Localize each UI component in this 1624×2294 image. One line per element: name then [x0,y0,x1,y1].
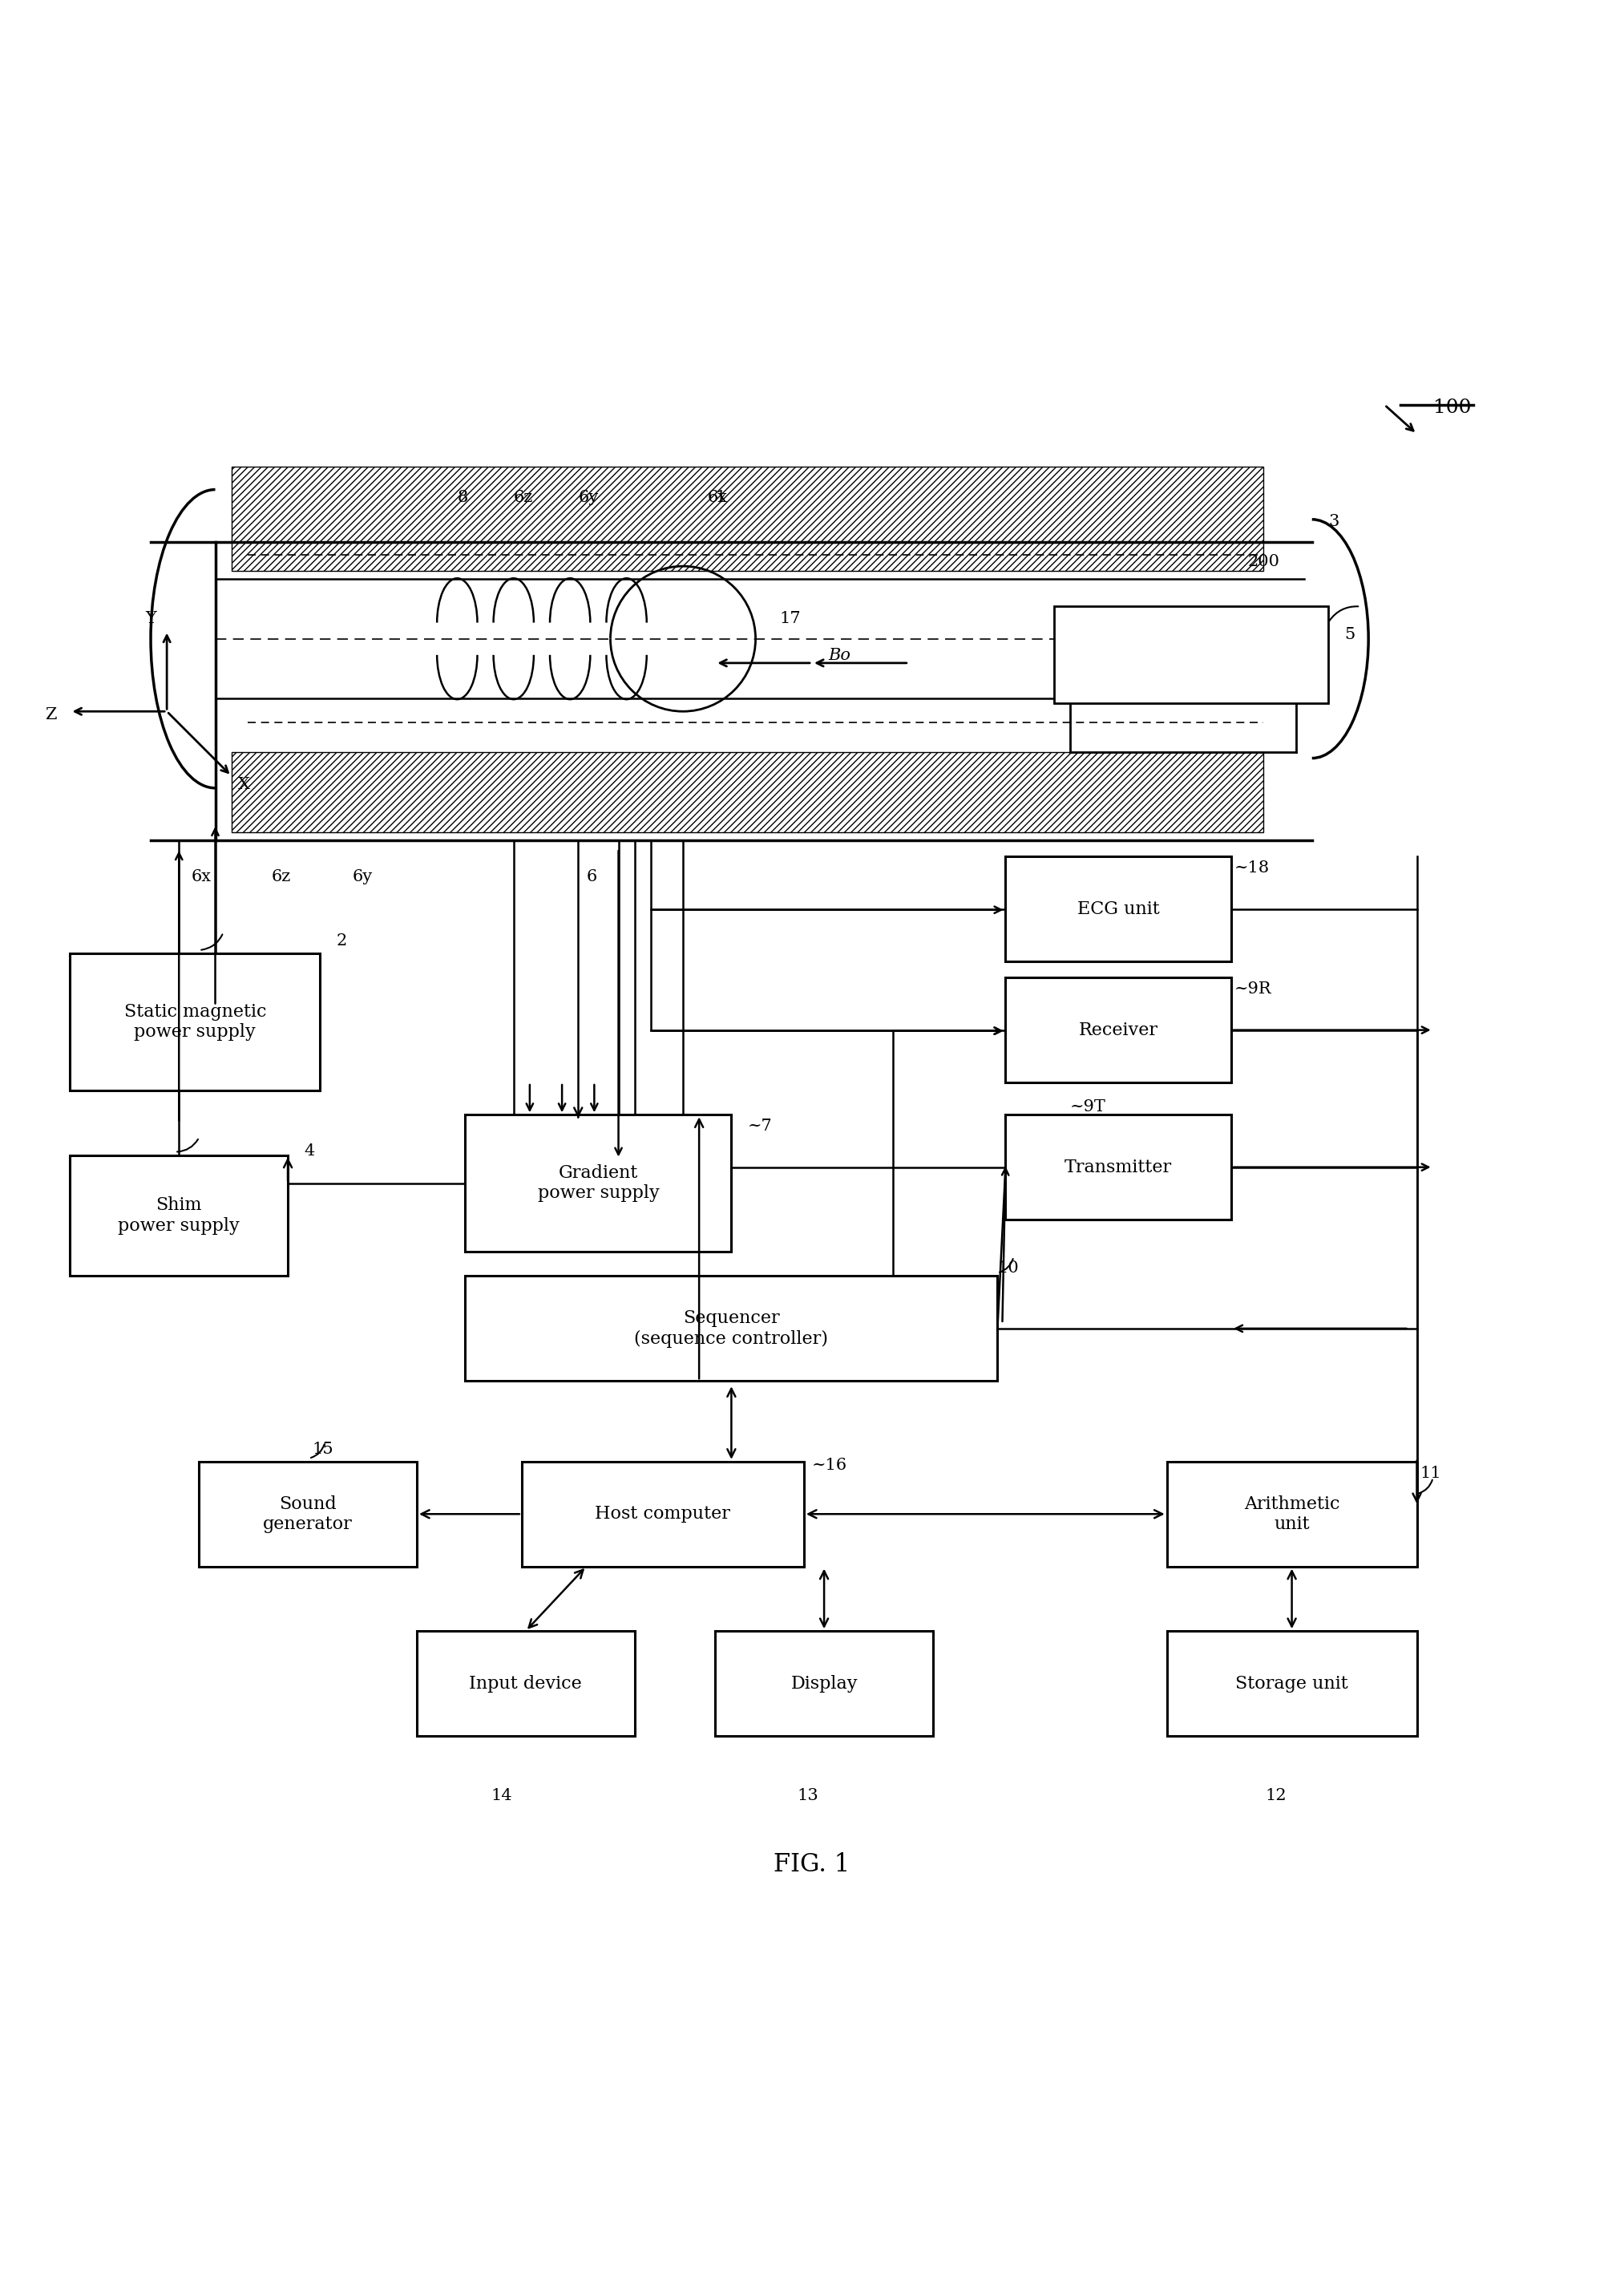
FancyBboxPatch shape [715,1631,932,1737]
Text: 100: 100 [1432,399,1471,418]
FancyBboxPatch shape [464,1115,731,1253]
Text: Y: Y [145,610,156,626]
FancyBboxPatch shape [464,1275,997,1381]
FancyBboxPatch shape [417,1631,635,1737]
Text: 6y: 6y [352,869,372,883]
Text: X: X [239,778,250,791]
Text: Z: Z [45,707,57,723]
FancyBboxPatch shape [1005,977,1231,1083]
Text: Gradient
power supply: Gradient power supply [538,1165,659,1202]
Text: Sequencer
(sequence controller): Sequencer (sequence controller) [635,1310,828,1347]
Text: ~9T: ~9T [1070,1099,1106,1115]
Text: 8: 8 [458,489,468,505]
FancyBboxPatch shape [1166,1631,1416,1737]
Text: Host computer: Host computer [594,1505,731,1523]
Text: Shim
power supply: Shim power supply [119,1197,240,1234]
Text: 14: 14 [490,1789,512,1803]
Text: Display: Display [791,1675,857,1693]
Bar [231,752,1263,833]
Text: 6z: 6z [271,869,291,883]
Text: 12: 12 [1265,1789,1286,1803]
Text: 4: 4 [304,1142,315,1158]
Text: Storage unit: Storage unit [1236,1675,1348,1693]
Text: Bo: Bo [828,647,851,663]
Text: Sound
generator: Sound generator [263,1496,352,1532]
FancyBboxPatch shape [200,1461,417,1567]
Text: Arithmetic
unit: Arithmetic unit [1244,1496,1340,1532]
Text: Static magnetic
power supply: Static magnetic power supply [123,1002,266,1041]
FancyBboxPatch shape [70,954,320,1090]
Text: FIG. 1: FIG. 1 [773,1854,851,1876]
Text: 15: 15 [312,1441,333,1457]
Text: 6x: 6x [192,869,211,883]
Bar [1054,606,1328,704]
FancyBboxPatch shape [1166,1461,1416,1567]
Text: 1: 1 [715,489,726,505]
Text: ~18: ~18 [1234,860,1270,876]
Text: 6x: 6x [706,489,728,505]
Text: Receiver: Receiver [1078,1021,1158,1039]
Text: 17: 17 [780,610,801,626]
Text: Input device: Input device [469,1675,581,1693]
Text: 200: 200 [1247,555,1280,569]
Text: 10: 10 [997,1262,1018,1275]
Text: 2: 2 [336,934,348,947]
FancyBboxPatch shape [70,1156,287,1275]
Text: ~7: ~7 [747,1119,771,1133]
FancyBboxPatch shape [1005,856,1231,961]
Text: 6y: 6y [578,489,598,505]
Text: 11: 11 [1419,1466,1442,1482]
Text: 6: 6 [586,869,596,883]
Text: 5: 5 [1345,626,1354,642]
Text: ECG unit: ECG unit [1077,899,1160,918]
Text: 3: 3 [1328,514,1338,530]
Bar [231,466,1263,571]
Text: 13: 13 [797,1789,818,1803]
FancyBboxPatch shape [521,1461,804,1567]
Text: ~16: ~16 [812,1457,848,1473]
Text: ~9R: ~9R [1234,982,1272,998]
Text: Transmitter: Transmitter [1065,1158,1173,1177]
FancyBboxPatch shape [1005,1115,1231,1220]
Text: 6z: 6z [513,489,533,505]
